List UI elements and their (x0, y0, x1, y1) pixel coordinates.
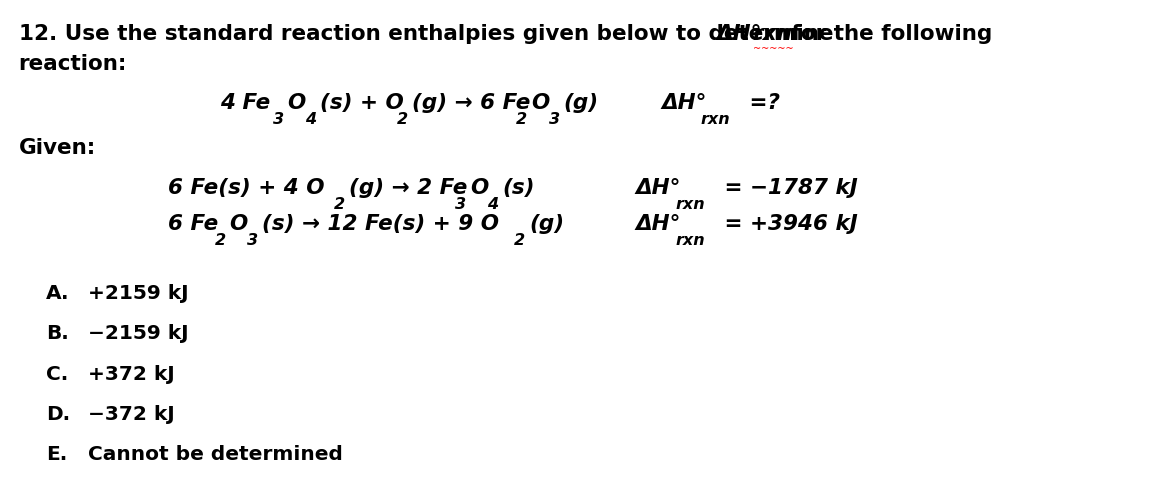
Text: 4: 4 (487, 197, 499, 212)
Text: 4 Fe: 4 Fe (220, 93, 270, 113)
Text: (s): (s) (502, 178, 535, 198)
Text: C.: C. (46, 365, 68, 384)
Text: +372 kJ: +372 kJ (81, 365, 175, 384)
Text: −2159 kJ: −2159 kJ (81, 324, 189, 343)
Text: 3: 3 (247, 233, 259, 248)
Text: rxn: rxn (701, 112, 731, 127)
Text: ΔH°: ΔH° (636, 214, 681, 234)
Text: A.: A. (46, 284, 70, 303)
Text: B.: B. (46, 324, 70, 343)
Text: for the following: for the following (784, 24, 993, 44)
Text: (s) + O: (s) + O (320, 93, 404, 113)
Text: +2159 kJ: +2159 kJ (81, 284, 189, 303)
Text: = +3946 kJ: = +3946 kJ (717, 214, 857, 234)
Text: =?: =? (742, 93, 781, 113)
Text: = −1787 kJ: = −1787 kJ (717, 178, 857, 198)
Text: 12. Use the standard reaction enthalpies given below to determine: 12. Use the standard reaction enthalpies… (19, 24, 841, 44)
Text: rxn: rxn (753, 24, 792, 44)
Text: rxn: rxn (675, 233, 705, 248)
Text: ~~~~~: ~~~~~ (753, 44, 793, 54)
Text: 3: 3 (455, 197, 466, 212)
Text: ΔH°: ΔH° (661, 93, 706, 113)
Text: (s) → 12 Fe(s) + 9 O: (s) → 12 Fe(s) + 9 O (262, 214, 499, 234)
Text: Given:: Given: (19, 138, 96, 158)
Text: O: O (531, 93, 550, 113)
Text: (g) → 2 Fe: (g) → 2 Fe (349, 178, 467, 198)
Text: 2: 2 (334, 197, 346, 212)
Text: D.: D. (46, 405, 71, 424)
Text: 3: 3 (549, 112, 560, 127)
Text: (g) → 6 Fe: (g) → 6 Fe (412, 93, 530, 113)
Text: reaction:: reaction: (19, 54, 126, 74)
Text: 2: 2 (397, 112, 408, 127)
Text: ΔH°: ΔH° (636, 178, 681, 198)
Text: 2: 2 (516, 112, 528, 127)
Text: −372 kJ: −372 kJ (81, 405, 175, 424)
Text: 3: 3 (273, 112, 284, 127)
Text: ΔH°: ΔH° (717, 24, 762, 44)
Text: 6 Fe: 6 Fe (168, 214, 218, 234)
Text: 6 Fe(s) + 4 O: 6 Fe(s) + 4 O (168, 178, 325, 198)
Text: Cannot be determined: Cannot be determined (81, 445, 343, 464)
Text: E.: E. (46, 445, 67, 464)
Text: 2: 2 (514, 233, 525, 248)
Text: rxn: rxn (675, 197, 705, 212)
Text: 4: 4 (305, 112, 317, 127)
Text: (g): (g) (529, 214, 564, 234)
Text: 2: 2 (215, 233, 226, 248)
Text: (g): (g) (564, 93, 599, 113)
Text: O: O (470, 178, 488, 198)
Text: O: O (230, 214, 248, 234)
Text: O: O (288, 93, 306, 113)
